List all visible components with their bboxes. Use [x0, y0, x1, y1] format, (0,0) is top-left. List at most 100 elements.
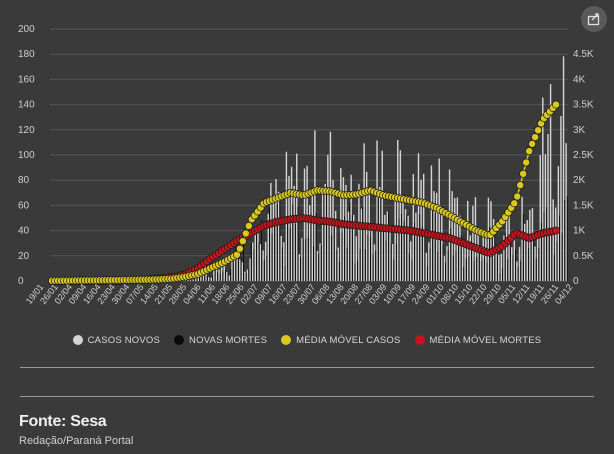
death-bar — [289, 228, 291, 281]
death-bar — [237, 251, 239, 281]
case-bar — [301, 238, 303, 281]
case-bar — [542, 97, 544, 281]
case-bar — [402, 195, 404, 281]
case-bar — [446, 246, 448, 281]
death-bar — [261, 219, 263, 281]
case-bar — [218, 269, 220, 281]
death-bar — [354, 264, 356, 281]
death-bar — [517, 267, 519, 281]
case-bar — [503, 235, 505, 281]
case-bar — [231, 259, 233, 281]
death-bar — [468, 256, 470, 281]
death-bar — [248, 269, 250, 281]
death-bar — [540, 222, 542, 281]
death-bar — [463, 266, 465, 281]
case-bar — [192, 279, 194, 281]
death-bar — [533, 236, 535, 281]
avg-cases-point — [513, 192, 522, 201]
death-bar — [214, 270, 216, 281]
case-bar — [329, 131, 332, 281]
case-bar — [233, 260, 236, 281]
case-bar — [557, 166, 560, 281]
death-bar — [328, 220, 330, 281]
case-bar — [363, 143, 365, 281]
avg-cases-point — [516, 181, 525, 190]
right-tick-label: 3K — [573, 125, 586, 136]
legend-item-media-movel-casos[interactable]: MÉDIA MÓVEL CASOS — [281, 335, 400, 346]
avg-cases-point — [552, 100, 560, 109]
case-bar — [249, 258, 251, 281]
death-bar — [377, 195, 379, 281]
legend-label: MÉDIA MÓVEL MORTES — [429, 334, 542, 346]
right-tick-label: 4K — [573, 74, 586, 85]
case-bar — [511, 247, 513, 281]
case-bar — [226, 272, 228, 281]
death-bar — [416, 232, 418, 281]
case-bar — [264, 241, 267, 281]
death-bar — [362, 206, 364, 281]
death-bar — [491, 237, 493, 281]
case-bar — [516, 261, 518, 281]
divider — [20, 396, 594, 397]
death-bar — [460, 235, 462, 281]
case-bar — [195, 277, 197, 281]
death-bar — [445, 262, 447, 281]
case-bar — [311, 192, 314, 281]
death-bar — [222, 271, 224, 281]
case-bar — [477, 233, 479, 281]
case-bar — [220, 261, 223, 281]
avg-cases-point — [525, 147, 534, 156]
legend-item-media-movel-mortes[interactable]: MÉDIA MÓVEL MORTES — [414, 334, 542, 346]
death-bar — [369, 237, 371, 281]
death-bar — [478, 249, 480, 281]
case-bar — [353, 214, 355, 281]
death-bar — [395, 243, 397, 281]
case-bar — [378, 187, 381, 281]
case-bar — [342, 177, 345, 281]
case-bar — [485, 232, 487, 281]
death-bar — [543, 212, 545, 281]
legend-item-novas-mortes[interactable]: NOVAS MORTES — [174, 335, 267, 346]
right-tick-label: 3.5K — [573, 100, 594, 111]
case-bar — [205, 271, 207, 281]
case-bar — [376, 140, 378, 281]
death-bar — [504, 233, 506, 281]
case-bar — [236, 250, 238, 281]
case-bar — [280, 235, 282, 281]
case-bar — [303, 168, 306, 281]
case-bar — [259, 244, 262, 281]
credit-label: Redação/Paraná Portal — [19, 435, 134, 447]
death-bar — [447, 249, 449, 281]
case-bar — [246, 269, 249, 281]
case-bar — [394, 194, 396, 281]
death-bar — [212, 276, 213, 281]
death-bar — [224, 270, 226, 281]
death-bar — [408, 253, 410, 281]
death-bar — [258, 242, 260, 281]
death-bar — [432, 209, 434, 281]
case-bar — [252, 242, 254, 281]
case-bar — [321, 191, 324, 281]
death-bar — [256, 226, 257, 281]
case-bar — [430, 165, 433, 281]
case-bar — [228, 275, 231, 281]
case-bar — [314, 130, 316, 281]
case-bar — [386, 211, 389, 281]
death-bar — [520, 260, 522, 281]
death-bar — [336, 249, 338, 281]
share-button[interactable] — [581, 6, 607, 32]
case-bar — [410, 241, 412, 281]
case-bar — [306, 165, 308, 281]
case-bar — [324, 183, 326, 281]
deaths-bars — [121, 184, 568, 281]
legend-item-casos-novos[interactable]: CASOS NOVOS — [72, 335, 160, 346]
case-bar — [448, 169, 451, 281]
case-bar — [254, 234, 257, 281]
case-bar — [422, 173, 425, 281]
left-tick-label: 20 — [18, 251, 30, 262]
case-bar — [345, 184, 347, 281]
case-bar — [189, 278, 192, 281]
death-bar — [401, 213, 402, 281]
death-bar — [297, 206, 299, 281]
death-bar — [515, 249, 516, 281]
